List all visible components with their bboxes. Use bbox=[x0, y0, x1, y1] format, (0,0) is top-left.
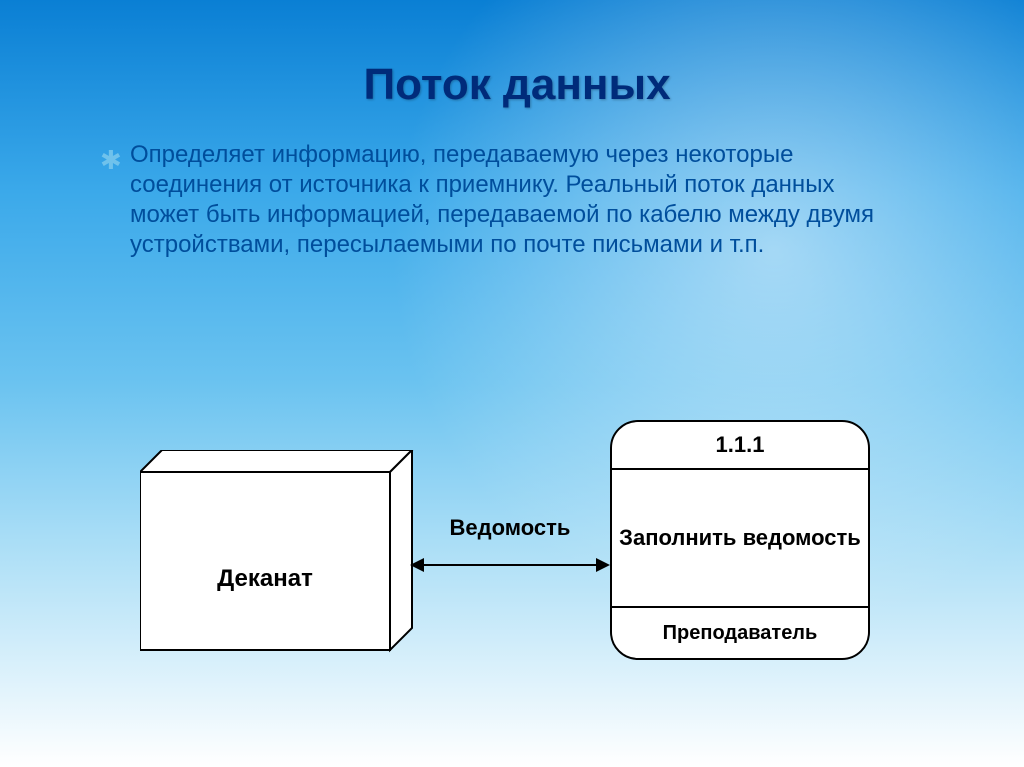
process-body: Заполнить ведомость bbox=[612, 470, 868, 608]
dataflow-diagram: Деканат Ведомость 1.1.1 Заполнить ведомо… bbox=[120, 400, 920, 700]
entity-label: Деканат bbox=[140, 565, 390, 593]
bidirectional-arrow bbox=[410, 550, 610, 580]
description-text: Определяет информацию, передаваемую чере… bbox=[130, 141, 874, 258]
description-block: ✱ Определяет информацию, передаваемую че… bbox=[90, 140, 910, 260]
cube-icon bbox=[140, 450, 420, 660]
bullet-icon: ✱ bbox=[100, 144, 122, 177]
process-id: 1.1.1 bbox=[612, 422, 868, 470]
external-entity-node: Деканат bbox=[140, 450, 420, 660]
edge-label: Ведомость bbox=[420, 515, 600, 541]
process-actor: Преподаватель bbox=[612, 608, 868, 658]
slide-content: Поток данных ✱ Определяет информацию, пе… bbox=[0, 0, 1024, 260]
slide-title: Поток данных bbox=[90, 60, 944, 110]
process-node: 1.1.1 Заполнить ведомость Преподаватель bbox=[610, 420, 870, 660]
